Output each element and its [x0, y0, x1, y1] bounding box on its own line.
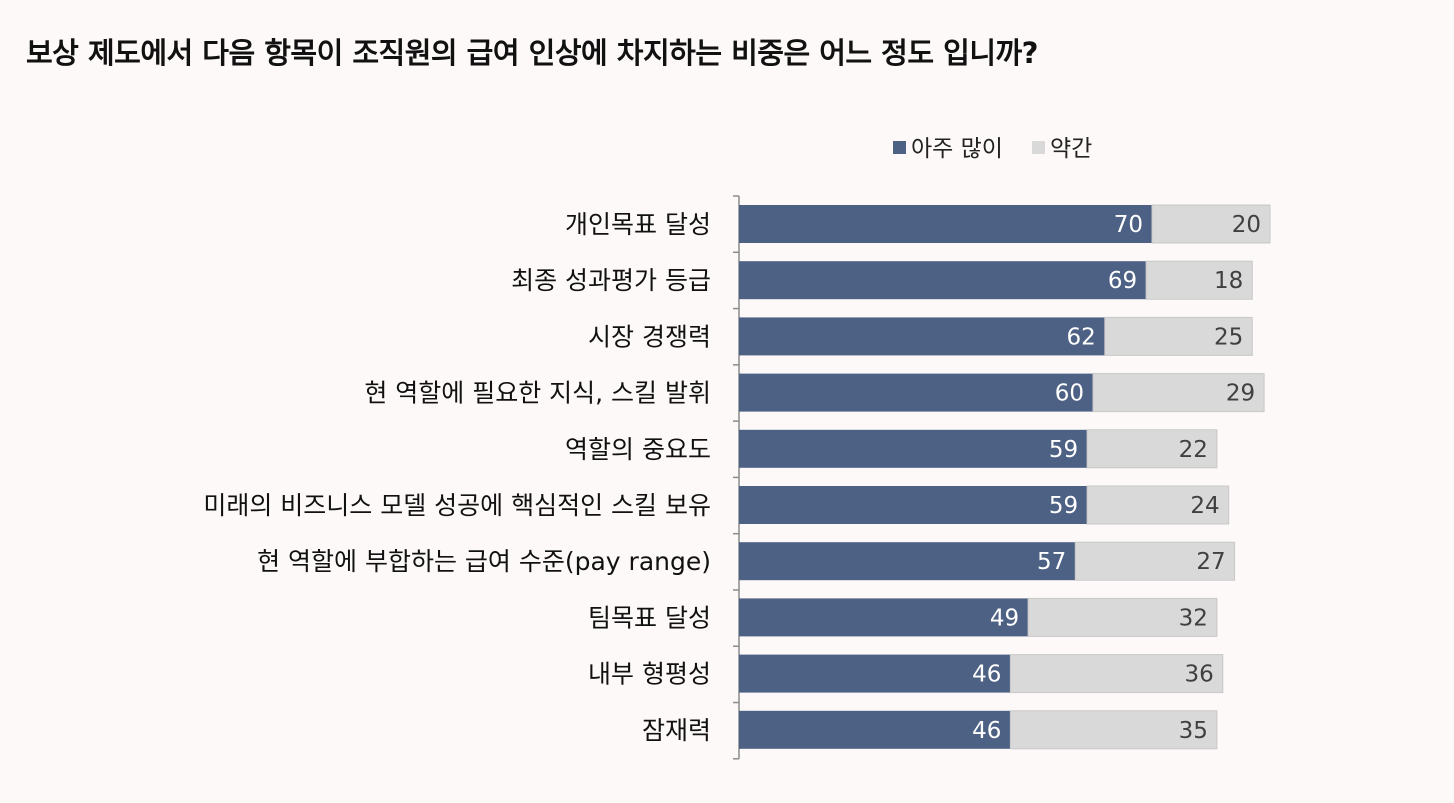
bar-row: 잠재력 46 35 — [642, 710, 1218, 750]
data-label-very-much: 70 — [1114, 212, 1143, 238]
bar-row: 시장 경쟁력 62 25 — [588, 316, 1253, 356]
data-label-somewhat: 25 — [1214, 324, 1243, 350]
data-label-very-much: 59 — [1049, 493, 1078, 519]
bar-somewhat — [1009, 654, 1224, 694]
data-label-somewhat: 27 — [1196, 549, 1225, 575]
bar-somewhat — [1086, 485, 1230, 525]
chart-title: 보상 제도에서 다음 항목이 조직원의 급여 인상에 차지하는 비중은 어느 정… — [26, 36, 1039, 70]
legend-swatch — [1032, 141, 1045, 154]
bar-somewhat — [1104, 316, 1253, 356]
bar-row: 최종 성과평가 등급 69 18 — [511, 260, 1253, 300]
bar-very-much — [739, 373, 1093, 412]
data-label-somewhat: 29 — [1226, 381, 1255, 407]
bar-very-much — [739, 654, 1011, 693]
category-label: 역할의 중요도 — [565, 435, 711, 464]
category-label: 시장 경쟁력 — [588, 322, 711, 351]
data-label-very-much: 46 — [972, 718, 1001, 744]
data-label-somewhat: 20 — [1232, 212, 1261, 238]
bar-very-much — [739, 261, 1147, 300]
bar-row: 팀목표 달성 49 32 — [588, 597, 1218, 637]
category-label: 현 역할에 부합하는 급여 수준(pay range) — [257, 547, 711, 576]
bar-row: 현 역할에 필요한 지식, 스킬 발휘 60 29 — [364, 373, 1265, 413]
bar-very-much — [739, 598, 1029, 637]
data-label-somewhat: 22 — [1179, 437, 1208, 463]
bar-row: 내부 형평성 46 36 — [588, 654, 1224, 694]
legend-label: 약간 — [1050, 136, 1092, 162]
data-label-somewhat: 36 — [1185, 662, 1214, 688]
bar-very-much — [739, 710, 1011, 749]
category-label: 잠재력 — [642, 716, 711, 745]
data-label-somewhat: 35 — [1179, 718, 1208, 744]
category-label: 개인목표 달성 — [565, 210, 711, 239]
legend-label: 아주 많이 — [911, 136, 1003, 162]
bar-somewhat — [1074, 541, 1236, 581]
data-label-somewhat: 24 — [1190, 493, 1219, 519]
bar-row: 개인목표 달성 70 20 — [565, 204, 1271, 244]
bar-very-much — [739, 542, 1076, 581]
legend-swatch — [893, 141, 906, 154]
data-label-very-much: 49 — [990, 605, 1019, 631]
bar-somewhat — [1151, 204, 1271, 244]
category-label: 팀목표 달성 — [588, 603, 711, 632]
bar-very-much — [739, 317, 1105, 356]
data-label-very-much: 46 — [972, 662, 1001, 688]
bar-very-much — [739, 486, 1088, 524]
category-label: 내부 형평성 — [588, 660, 711, 689]
bar-somewhat — [1009, 710, 1218, 750]
bar-very-much — [739, 429, 1088, 468]
bar-somewhat — [1086, 429, 1218, 469]
bar-somewhat — [1092, 373, 1265, 413]
data-label-somewhat: 18 — [1214, 268, 1243, 294]
legend: 아주 많이 약간 — [893, 136, 1092, 162]
bar-row: 역할의 중요도 59 22 — [565, 429, 1218, 469]
data-label-very-much: 57 — [1037, 549, 1066, 575]
category-label: 미래의 비즈니스 모델 성공에 핵심적인 스킬 보유 — [203, 491, 711, 520]
category-label: 최종 성과평가 등급 — [511, 266, 711, 295]
bar-row: 현 역할에 부합하는 급여 수준(pay range) 57 27 — [257, 541, 1236, 581]
data-label-somewhat: 32 — [1179, 605, 1208, 631]
data-label-very-much: 62 — [1067, 324, 1096, 350]
bar-very-much — [739, 205, 1152, 243]
data-label-very-much: 60 — [1055, 381, 1084, 407]
bar-somewhat — [1145, 260, 1253, 300]
bar-somewhat — [1027, 597, 1218, 637]
data-label-very-much: 59 — [1049, 437, 1078, 463]
category-label: 현 역할에 필요한 지식, 스킬 발휘 — [364, 379, 711, 408]
data-label-very-much: 69 — [1108, 268, 1137, 294]
bar-row: 미래의 비즈니스 모델 성공에 핵심적인 스킬 보유 59 24 — [203, 485, 1230, 525]
